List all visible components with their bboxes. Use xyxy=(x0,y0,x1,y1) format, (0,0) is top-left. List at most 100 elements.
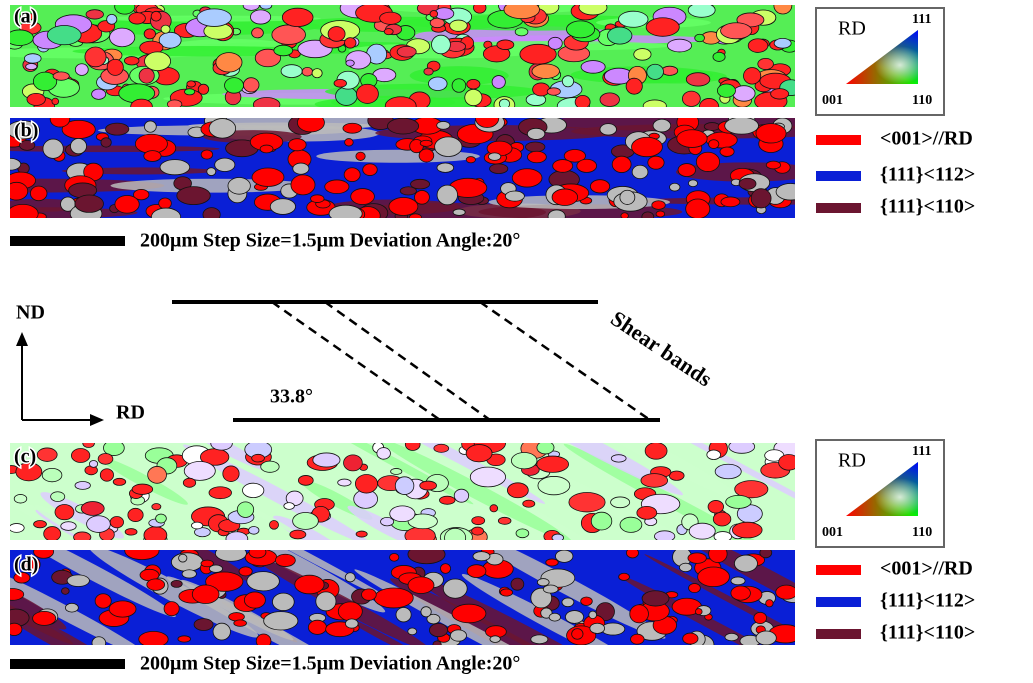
grain xyxy=(252,28,264,38)
legend-label: {111}<112> xyxy=(880,590,975,612)
grain xyxy=(751,189,771,208)
grain xyxy=(688,553,706,564)
grain xyxy=(683,633,698,644)
grain xyxy=(443,579,467,598)
scale-bar xyxy=(10,236,125,246)
grain xyxy=(527,128,544,139)
grain xyxy=(709,545,728,562)
grain xyxy=(420,481,437,490)
grain xyxy=(125,529,137,536)
grain xyxy=(774,0,792,14)
grain xyxy=(648,156,664,169)
grain xyxy=(290,530,306,539)
grain xyxy=(743,68,760,85)
legend-swatch xyxy=(816,171,861,181)
grain xyxy=(385,97,416,116)
grain xyxy=(498,517,511,524)
grain xyxy=(756,631,776,645)
grain xyxy=(132,484,153,494)
grain xyxy=(20,140,35,150)
grain xyxy=(391,468,402,474)
grain xyxy=(124,57,139,65)
grain xyxy=(569,492,605,511)
ipf-key: RD 111 001 110 xyxy=(816,8,944,115)
key-title: RD xyxy=(838,450,866,472)
grain xyxy=(243,483,264,497)
legend-swatch xyxy=(816,597,861,607)
grain xyxy=(704,123,720,131)
legend-swatch xyxy=(816,565,861,575)
grain xyxy=(619,11,649,27)
panel-label: (b) xyxy=(14,120,38,142)
grain xyxy=(548,210,565,223)
grain xyxy=(5,182,27,200)
grain xyxy=(396,608,411,622)
grain xyxy=(338,479,351,486)
grain xyxy=(454,489,468,502)
grain xyxy=(144,527,167,544)
grain xyxy=(145,52,171,71)
grain xyxy=(389,198,418,216)
grain xyxy=(55,504,74,519)
grain xyxy=(646,18,679,37)
grain xyxy=(726,495,752,508)
grain xyxy=(721,197,740,207)
grain xyxy=(95,594,111,608)
grain xyxy=(7,204,38,223)
grain xyxy=(269,520,278,529)
grain xyxy=(184,89,194,95)
grain xyxy=(75,482,90,490)
grain xyxy=(191,522,202,529)
grain xyxy=(600,124,617,135)
grain xyxy=(709,140,719,149)
grain xyxy=(6,30,34,46)
grain xyxy=(707,450,721,460)
grain xyxy=(363,164,378,176)
grain xyxy=(590,623,605,633)
grain xyxy=(632,165,648,178)
grain xyxy=(253,98,280,112)
grain xyxy=(437,185,457,205)
grain xyxy=(1,588,24,600)
grain xyxy=(467,79,480,89)
grain xyxy=(689,523,715,539)
grain xyxy=(100,469,113,481)
grain xyxy=(178,636,191,642)
grain xyxy=(215,158,235,171)
grain xyxy=(237,502,253,518)
ebsd-map xyxy=(0,109,918,226)
grain xyxy=(115,196,139,214)
grain xyxy=(261,461,279,472)
key-corner: 110 xyxy=(912,93,932,108)
grain xyxy=(488,153,500,161)
grain xyxy=(151,208,180,226)
grain xyxy=(390,506,415,522)
grain xyxy=(652,201,665,210)
grain xyxy=(774,38,791,48)
grain xyxy=(437,163,454,172)
grain xyxy=(85,47,106,67)
grain xyxy=(577,159,597,172)
grain xyxy=(125,542,159,560)
grain xyxy=(247,572,280,591)
grain xyxy=(325,180,349,194)
grain xyxy=(511,453,537,469)
grain xyxy=(295,575,324,594)
grain xyxy=(758,58,774,69)
grain xyxy=(421,607,431,617)
axis-label: ND xyxy=(16,302,45,324)
grain xyxy=(500,589,512,596)
grain xyxy=(356,531,367,537)
grain xyxy=(686,73,710,86)
grain xyxy=(537,579,549,586)
grain xyxy=(549,613,560,621)
grain xyxy=(209,487,232,499)
grain xyxy=(50,111,70,127)
grain xyxy=(67,575,89,587)
grain xyxy=(466,157,475,163)
grain xyxy=(499,99,509,109)
grain xyxy=(430,10,438,17)
grain xyxy=(505,191,524,201)
grain xyxy=(336,87,358,106)
grain xyxy=(679,563,691,571)
